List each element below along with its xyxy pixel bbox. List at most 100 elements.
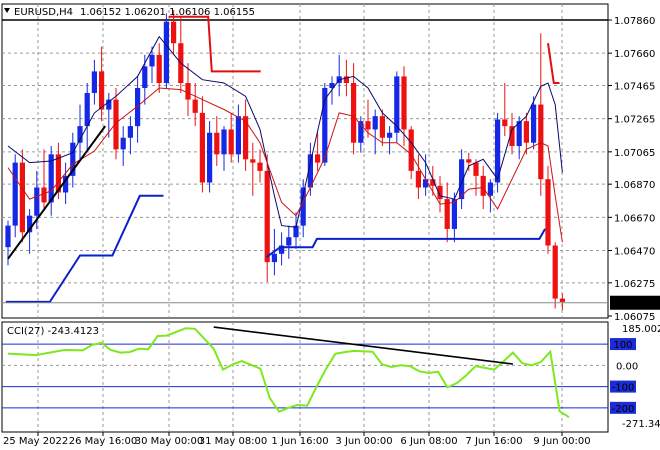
candle-bullish xyxy=(63,175,69,193)
cci-divergence-trendline xyxy=(213,326,513,365)
cci-level-label: -100 xyxy=(612,383,635,394)
x-tick-label: 30 May 00:00 xyxy=(135,436,204,447)
indicator-plot-frame xyxy=(1,321,609,433)
candle-bearish xyxy=(379,116,385,138)
candle-bearish xyxy=(502,119,508,127)
candle-bearish xyxy=(41,187,47,203)
support-step-line xyxy=(5,194,164,303)
candle-bullish xyxy=(106,99,112,110)
candle-bullish xyxy=(293,225,299,238)
cci-level-label-box xyxy=(610,380,636,393)
candle-bearish xyxy=(545,179,551,246)
candle-bullish xyxy=(77,126,83,143)
candle-bullish xyxy=(120,137,126,150)
candle-bearish xyxy=(257,162,263,171)
cci-level-label-box xyxy=(610,338,636,351)
candle-bullish xyxy=(163,21,169,84)
candle-bearish xyxy=(243,116,249,160)
candle-bearish xyxy=(171,21,177,44)
collapse-triangle-icon xyxy=(4,8,10,13)
candle-bearish xyxy=(156,54,162,84)
candle-bullish xyxy=(387,132,393,138)
candle-bearish xyxy=(430,179,436,186)
candle-bearish xyxy=(99,71,105,110)
y-tick-label: 1.06470 xyxy=(614,246,655,257)
candle-bullish xyxy=(279,245,285,254)
candle-bearish xyxy=(192,99,198,113)
candle-bullish xyxy=(531,104,537,143)
candle-bullish xyxy=(235,116,241,155)
candle-bearish xyxy=(343,76,349,84)
cci-level-label-box xyxy=(610,401,636,414)
candle-bullish xyxy=(286,237,292,246)
candle-bearish xyxy=(365,121,371,130)
candle-bearish xyxy=(199,112,205,183)
chart-symbol: EURUSD,H4 xyxy=(14,7,73,18)
x-tick-label: 6 Jun 08:00 xyxy=(400,436,457,447)
candle-bullish xyxy=(329,83,335,88)
y-tick-label: 1.06670 xyxy=(614,213,655,224)
candle-bullish xyxy=(487,182,493,196)
candle-bullish xyxy=(149,54,155,67)
cci-series-line xyxy=(7,327,570,419)
candle-bullish xyxy=(142,66,148,88)
x-tick-label: 7 Jun 16:00 xyxy=(465,436,522,447)
main-plot-frame xyxy=(1,3,609,319)
candle-bearish xyxy=(444,199,450,229)
candle-bullish xyxy=(322,87,328,163)
cci-level-label: 0.00 xyxy=(616,361,638,372)
current-price-label: 1.06155 xyxy=(613,299,654,310)
x-tick-label: 26 May 16:00 xyxy=(69,436,138,447)
y-tick-label: 1.07860 xyxy=(614,16,655,27)
current-price-box xyxy=(610,295,660,310)
candle-bearish xyxy=(466,159,472,163)
candle-bearish xyxy=(113,99,119,150)
candle-bullish xyxy=(394,76,400,133)
y-tick-label: 1.07065 xyxy=(614,148,655,159)
candle-bullish xyxy=(307,154,313,188)
candle-bullish xyxy=(34,187,40,216)
candle-bullish xyxy=(451,199,457,229)
candle-bullish xyxy=(27,215,33,233)
candle-bearish xyxy=(264,170,270,263)
chart-ohlc-values: 1.06152 1.06201 1.06106 1.06155 xyxy=(80,7,255,18)
resistance-step-line xyxy=(547,43,560,84)
x-tick-label: 31 May 08:00 xyxy=(199,436,268,447)
support-step-line xyxy=(265,228,546,258)
candle-bullish xyxy=(48,154,54,203)
candle-bearish xyxy=(415,170,421,188)
candle-bearish xyxy=(214,132,220,155)
candle-bearish xyxy=(509,126,515,147)
y-tick-label: 1.06075 xyxy=(614,312,655,323)
candle-bearish xyxy=(408,129,414,171)
y-tick-label: 1.07465 xyxy=(614,82,655,93)
candle-bearish xyxy=(480,175,486,196)
candle-bearish xyxy=(552,245,558,299)
candle-bullish xyxy=(70,142,76,176)
candle-bullish xyxy=(127,126,133,138)
candle-bearish xyxy=(401,76,407,130)
candle-bullish xyxy=(91,71,97,93)
y-tick-label: 1.07265 xyxy=(614,115,655,126)
cci-level-label: -200 xyxy=(612,404,635,415)
candle-bullish xyxy=(84,92,90,127)
candle-bearish xyxy=(523,121,529,143)
y-tick-label: 1.06870 xyxy=(614,180,655,191)
candle-bearish xyxy=(473,162,479,176)
y-tick-label: 1.07660 xyxy=(614,49,655,60)
x-tick-label: 9 Jun 00:00 xyxy=(533,436,590,447)
candle-bullish xyxy=(516,121,522,147)
candle-bearish xyxy=(55,154,61,193)
cci-indicator-label: CCI(27) -243.4123 xyxy=(7,326,99,337)
candle-bullish xyxy=(459,159,465,200)
candle-bearish xyxy=(351,83,357,143)
candle-bullish xyxy=(135,87,141,127)
candle-bullish xyxy=(207,132,213,183)
candle-bullish xyxy=(358,121,364,143)
candle-bullish xyxy=(495,119,501,183)
candle-bearish xyxy=(228,129,234,155)
rising-trendline xyxy=(7,125,107,260)
candle-bearish xyxy=(250,159,256,163)
resistance-step-line xyxy=(168,15,261,73)
x-tick-label: 3 Jun 00:00 xyxy=(335,436,392,447)
